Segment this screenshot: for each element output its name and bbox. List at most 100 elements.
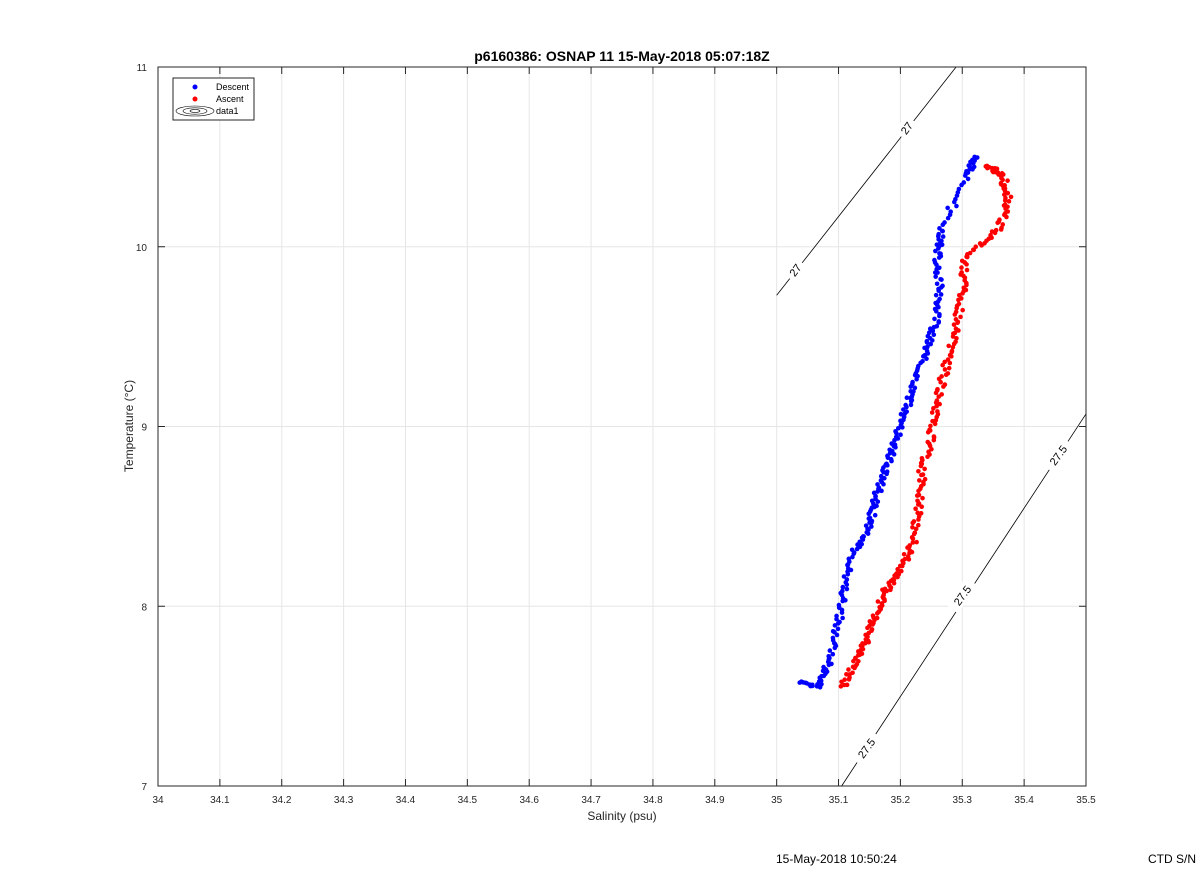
data-point-ascent <box>967 250 973 256</box>
axis-ticks: 34 34.1 34.2 34.3 34.4 34.5 34.6 34.7 34.8 34.9 35… <box>136 63 1096 806</box>
data-point-descent <box>904 395 910 401</box>
data-point-ascent <box>916 492 922 498</box>
legend-ascent-label: Ascent <box>216 94 244 104</box>
data-point-descent <box>893 429 898 434</box>
data-point-descent <box>933 248 938 254</box>
data-point-descent <box>940 234 946 239</box>
data-point-descent <box>971 164 977 170</box>
data-point-descent <box>948 209 953 215</box>
data-point-descent <box>889 441 895 446</box>
data-point-ascent <box>953 326 959 331</box>
data-point-ascent <box>915 498 920 504</box>
data-point-ascent <box>914 539 919 545</box>
x-tick-label: 34 <box>152 795 164 806</box>
data-point-descent <box>938 292 944 297</box>
data-point-ascent <box>916 468 921 474</box>
data-point-ascent <box>916 522 921 528</box>
data-point-ascent <box>907 543 913 548</box>
data-point-ascent <box>997 217 1002 223</box>
data-point-descent <box>841 574 847 579</box>
data-point-ascent <box>922 466 927 472</box>
data-point-ascent <box>915 510 920 516</box>
data-point-descent <box>887 447 892 453</box>
x-tick-label: 35.1 <box>829 795 849 806</box>
footer-timestamp: 15-May-2018 10:50:24 <box>776 852 897 866</box>
data-point-ascent <box>984 163 990 169</box>
data-point-ascent <box>934 398 940 403</box>
data-point-ascent <box>895 566 900 572</box>
data-point-descent <box>925 344 930 350</box>
x-tick-label: 34.9 <box>705 795 725 806</box>
data-point-ascent <box>945 371 951 376</box>
data-point-descent <box>961 180 967 185</box>
y-tick-label: 7 <box>141 782 147 793</box>
data-point-ascent <box>913 506 918 512</box>
data-point-descent <box>945 205 950 211</box>
data-point-ascent <box>952 330 958 336</box>
y-tick-label: 8 <box>141 602 147 613</box>
data-point-descent <box>934 323 940 329</box>
data-point-descent <box>925 333 931 339</box>
data-point-ascent <box>942 359 948 365</box>
data-point-descent <box>830 635 836 641</box>
data-point-descent <box>830 628 836 634</box>
data-point-descent <box>937 226 942 231</box>
data-point-ascent <box>959 258 965 264</box>
data-point-ascent <box>925 439 931 445</box>
data-point-ascent <box>946 343 952 349</box>
data-point-descent <box>972 154 977 160</box>
legend: Descent Ascent data1 <box>172 77 255 121</box>
contour-label-group: 27 <box>894 115 919 141</box>
legend-ascent-marker <box>192 96 198 102</box>
x-tick-label: 34.2 <box>272 795 292 806</box>
data-point-ascent <box>890 577 896 582</box>
data-point-descent <box>936 319 942 324</box>
legend-contour-icon <box>175 105 215 117</box>
x-tick-label: 35.3 <box>953 795 973 806</box>
series-ascent <box>838 163 1014 689</box>
x-tick-label: 34.1 <box>210 795 230 806</box>
data-point-ascent <box>882 586 888 592</box>
data-point-descent <box>849 547 855 553</box>
data-point-descent <box>872 512 878 518</box>
data-point-descent <box>927 326 933 332</box>
data-point-descent <box>869 498 875 504</box>
data-point-ascent <box>918 511 924 516</box>
data-point-ascent <box>844 671 849 677</box>
data-point-ascent <box>999 171 1005 176</box>
contour-line-27 <box>776 66 957 296</box>
x-tick-label: 35.5 <box>1076 795 1096 806</box>
data-point-descent <box>932 306 938 312</box>
y-tick-label: 9 <box>141 423 147 434</box>
data-point-ascent <box>902 556 908 562</box>
data-point-ascent <box>928 423 933 429</box>
data-point-descent <box>837 619 842 625</box>
data-point-descent <box>924 356 929 362</box>
data-point-descent <box>869 524 874 529</box>
data-point-descent <box>844 586 850 592</box>
data-point-ascent <box>989 229 995 234</box>
data-point-ascent <box>953 339 958 345</box>
data-point-ascent <box>945 357 951 362</box>
data-point-descent <box>799 679 805 685</box>
data-point-ascent <box>959 270 964 275</box>
legend-descent-marker <box>192 84 198 90</box>
x-tick-label: 35.2 <box>891 795 911 806</box>
data-point-descent <box>908 402 914 408</box>
contour-label-group: 27 <box>782 257 807 283</box>
contour-label-background <box>945 577 978 614</box>
data-point-ascent <box>875 599 881 604</box>
data-point-descent <box>936 231 941 237</box>
data-point-ascent <box>1006 199 1012 204</box>
data-point-descent <box>803 680 808 686</box>
data-point-descent <box>884 469 890 474</box>
data-point-descent <box>938 276 943 282</box>
data-point-descent <box>821 664 826 670</box>
data-point-descent <box>924 338 930 344</box>
data-point-descent <box>920 359 925 364</box>
data-point-descent <box>827 648 833 653</box>
x-tick-label: 35.4 <box>1014 795 1034 806</box>
y-axis-label: Temperature (°C) <box>122 380 136 472</box>
data-point-descent <box>937 265 942 271</box>
